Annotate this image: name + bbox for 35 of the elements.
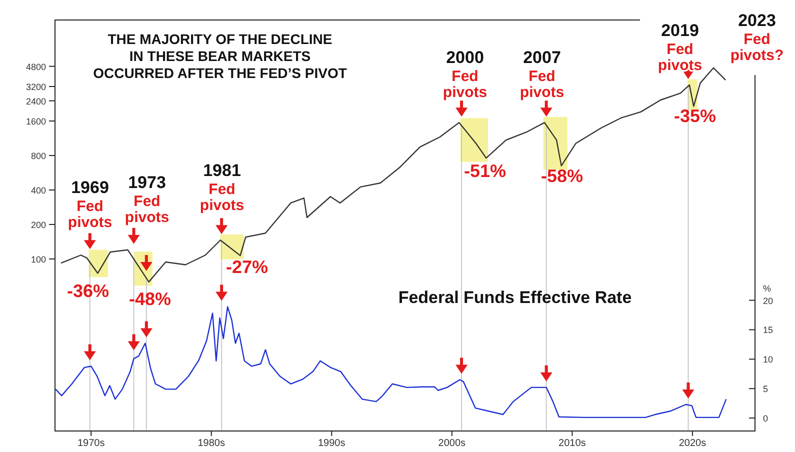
y2-tick-label: 20 — [763, 296, 774, 306]
annotation: -48% — [128, 289, 172, 309]
text: THE MAJORITY OF THE DECLINE IN THESE BEAR MARKETS OCCURRED AFTER THE FED’S PIVOT — [93, 31, 348, 81]
annotation: 2000 Fed pivots — [442, 48, 488, 101]
line-series — [55, 306, 727, 418]
y2-tick-label: 15 — [763, 325, 774, 336]
x-tick-label: 2020s — [678, 438, 706, 449]
y-tick-label: 1600 — [26, 116, 46, 126]
x-tick-label: 1970s — [77, 438, 105, 449]
annotation: 1973 Fed pivots — [124, 173, 170, 226]
annotation: 2023 Fed pivots? — [730, 11, 784, 64]
y2-axis-title: % — [763, 283, 772, 294]
annotation: -36% — [66, 281, 110, 301]
y2-tick-label: 0 — [763, 414, 768, 424]
x-tick-label: 2010s — [558, 438, 586, 449]
y-tick-label: 3200 — [26, 82, 46, 92]
y2-tick-label: 5 — [763, 384, 768, 394]
annotation: -27% — [226, 257, 268, 277]
y-tick-label: 100 — [30, 254, 46, 264]
annotation: -35% — [674, 106, 716, 126]
x-tick-label: 2000s — [438, 438, 466, 449]
annotation: 1969 Fed pivots — [68, 178, 112, 231]
annotation: 1981 Fed pivots — [200, 161, 244, 214]
y2-tick-label: 10 — [763, 354, 774, 365]
y-tick-label: 400 — [30, 185, 46, 196]
text: Federal Funds Effective Rate — [398, 288, 632, 307]
annotation: 2007 Fed pivots — [520, 48, 564, 101]
x-tick-label: 1990s — [318, 438, 346, 449]
y-tick-label: 200 — [30, 220, 46, 230]
y-tick-label: 2400 — [26, 96, 46, 106]
y-tick-label: 800 — [30, 150, 46, 161]
x-tick-label: 1980s — [198, 438, 225, 449]
y-tick-label: 4800 — [26, 62, 46, 72]
annotation: -58% — [540, 166, 584, 186]
annotation: -51% — [464, 161, 506, 181]
